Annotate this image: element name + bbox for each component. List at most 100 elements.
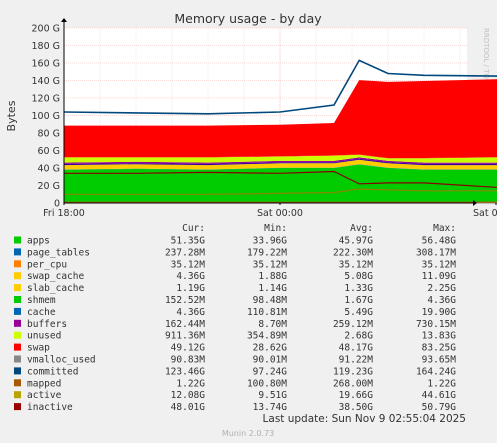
legend-value: 44.61G [422,390,457,401]
legend-value: 51.35G [171,236,206,247]
y-tick-label: 40 G [38,164,60,175]
legend-swatch [14,367,21,375]
legend-value: 1.33G [344,283,373,294]
line-committed [63,59,497,115]
legend-label: mapped [27,378,61,389]
legend-value: 354.89M [247,331,287,342]
legend-label: per_cpu [27,259,67,270]
legend-value: 4.36G [176,271,205,282]
area-apps [64,164,497,203]
rrdtool-side-label: RRDTOOL / TOBI OETIKER [482,28,490,118]
legend-label: committed [27,366,78,377]
legend-value: 308.17M [416,247,456,258]
y-tick-label: 100 G [31,111,60,122]
legend-swatch [14,272,21,280]
legend-value: 50.79G [422,402,457,413]
area-page-tables [64,164,497,170]
legend-value: 83.25G [422,343,457,354]
legend-swatch [14,284,21,292]
stacked-areas [64,79,497,203]
legend-header: Min: [264,223,287,234]
legend-label: shmem [27,295,56,306]
legend-value: 179.22M [247,247,287,258]
legend-header: Cur: [182,223,205,234]
legend: Cur: Min: Avg: Max: apps 51.35G 33.96G 45.97G 56… [14,223,456,413]
legend-value: 2.68G [344,331,373,342]
legend-swatch [14,307,21,315]
line-active [64,188,497,195]
legend-swatch [14,391,21,399]
legend-value: 259.12M [333,319,373,330]
legend-value: 1.14G [258,283,287,294]
legend-header: Avg: [350,223,373,234]
legend-value: 237.28M [165,247,205,258]
legend-swatch [14,260,21,268]
legend-value: 222.30M [333,247,373,258]
legend-value: 4.36G [427,295,456,306]
area-shmem [64,157,497,164]
y-tick-label: 80 G [38,129,60,140]
y-tick-label: 60 G [38,146,60,157]
legend-value: 162.44M [165,319,205,330]
y-tick-label: 180 G [31,41,60,52]
legend-value: 38.50G [339,402,374,413]
legend-label: buffers [27,319,67,330]
legend-header: Max: [433,223,456,234]
legend-value: 35.12M [171,259,206,270]
legend-label: apps [27,236,50,247]
x-tick-label: Sat 00:00 [257,208,303,219]
y-tick-label: 120 G [31,94,60,105]
legend-value: 35.12M [339,259,374,270]
legend-swatch [14,236,21,244]
y-tick-label: 140 G [31,76,60,87]
legend-label: vmalloc_used [27,355,96,366]
legend-value: 35.12M [253,259,288,270]
legend-swatch [14,331,21,339]
legend-value: 123.46G [165,366,205,377]
legend-value: 119.23G [333,366,373,377]
legend-value: 1.22G [427,378,456,389]
x-tick-label: Fri 18:00 [43,208,85,219]
legend-value: 19.90G [422,307,457,318]
legend-value: 56.48G [422,236,457,247]
legend-value: 5.08G [344,271,373,282]
legend-value: 19.66G [339,390,374,401]
y-axis-arrow [61,18,67,22]
x-axis-arrow [473,200,477,206]
legend-swatch [14,248,21,256]
legend-label: cache [27,307,56,318]
legend-label: active [27,390,62,401]
legend-value: 8.70M [258,319,287,330]
line-inactive [64,170,497,188]
legend-value: 164.24G [416,366,456,377]
legend-swatch [14,379,21,387]
legend-value: 90.01M [253,355,288,366]
legend-value: 911.36M [165,331,205,342]
last-update-text: Last update: Sun Nov 9 02:55:04 2025 [263,413,466,425]
legend-value: 1.19G [176,283,205,294]
x-tick-label: Sat 06:00 [473,208,497,219]
area-slab-cache [64,158,497,166]
legend-value: 33.96G [253,236,288,247]
legend-value: 98.48M [253,295,288,306]
legend-swatch [14,343,21,351]
legend-value: 152.52M [165,295,205,306]
area-cache [64,154,497,163]
legend-value: 28.62G [253,343,288,354]
legend-value: 110.81M [247,307,287,318]
legend-value: 4.36G [176,307,205,318]
legend-swatch [14,403,21,411]
legend-value: 49.12G [171,343,206,354]
legend-value: 730.15M [416,319,456,330]
legend-value: 48.01G [171,402,206,413]
legend-value: 93.65M [422,355,457,366]
legend-value: 48.17G [339,343,374,354]
y-tick-label: 160 G [31,59,60,70]
chart-title: Memory usage - by day [174,11,322,26]
y-axis-label: Bytes [5,100,18,131]
legend-label: inactive [27,402,73,413]
legend-label: swap_cache [27,271,84,282]
legend-swatch [14,296,21,303]
legend-value: 1.22G [176,378,205,389]
